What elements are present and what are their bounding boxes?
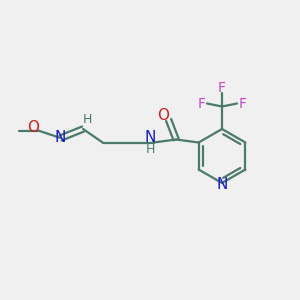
Text: N: N (54, 130, 66, 146)
Text: N: N (217, 177, 228, 192)
Text: F: F (198, 97, 206, 110)
Text: H: H (145, 142, 155, 156)
Text: O: O (157, 108, 169, 123)
Text: N: N (144, 130, 156, 145)
Text: O: O (27, 120, 39, 135)
Text: F: F (238, 97, 246, 110)
Text: F: F (218, 81, 226, 94)
Text: H: H (83, 113, 92, 126)
